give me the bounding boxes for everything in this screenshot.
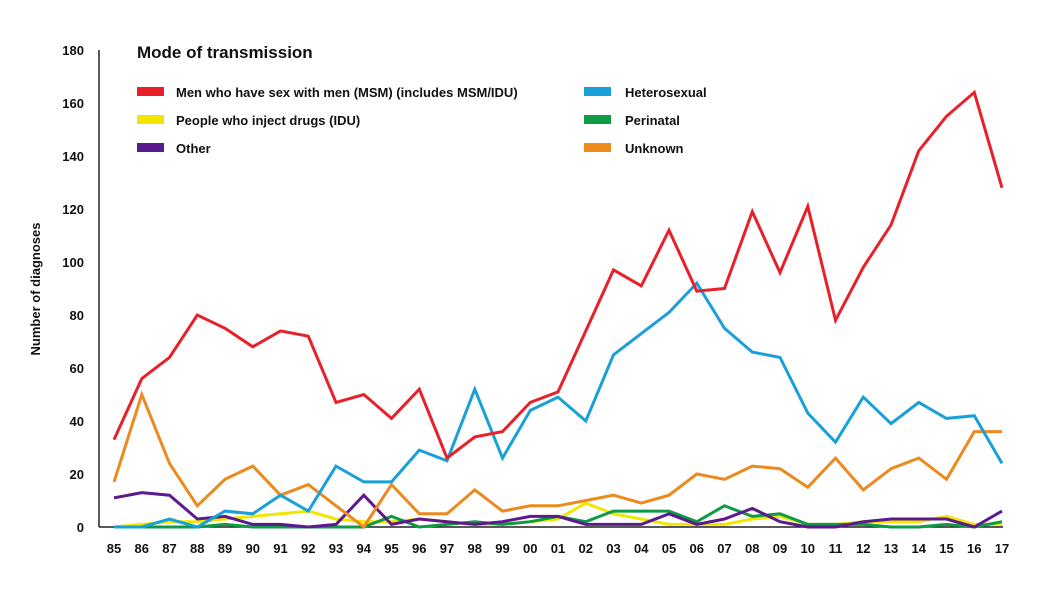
x-tick-label: 91: [273, 541, 287, 556]
x-tick-label: 10: [801, 541, 815, 556]
y-tick-label: 80: [70, 308, 84, 323]
y-tick-label: 160: [62, 96, 84, 111]
y-tick-label: 40: [70, 414, 84, 429]
x-tick-label: 04: [634, 541, 649, 556]
y-tick-label: 140: [62, 149, 84, 164]
y-tick-label: 0: [77, 520, 84, 535]
x-tick-label: 02: [579, 541, 593, 556]
legend-swatch: [137, 143, 164, 152]
x-tick-label: 06: [690, 541, 704, 556]
x-tick-label: 13: [884, 541, 898, 556]
x-tick-label: 92: [301, 541, 315, 556]
x-tick-label: 98: [468, 541, 482, 556]
legend-swatch: [137, 115, 164, 124]
y-axis-label: Number of diagnoses: [28, 223, 43, 356]
chart-title: Mode of transmission: [137, 43, 313, 62]
x-tick-label: 87: [162, 541, 176, 556]
x-tick-label: 96: [412, 541, 426, 556]
x-tick-label: 16: [967, 541, 981, 556]
y-tick-label: 100: [62, 255, 84, 270]
legend-swatch: [137, 87, 164, 96]
x-tick-label: 17: [995, 541, 1009, 556]
x-tick-label: 09: [773, 541, 787, 556]
y-tick-labels: 0 20 40 60 80 100 120 140 160 180: [62, 43, 84, 535]
series-lines: [112, 89, 1004, 530]
series-line-other: [113, 491, 1003, 529]
x-tick-label: 00: [523, 541, 537, 556]
x-tick-label: 94: [357, 541, 372, 556]
x-tick-label: 85: [107, 541, 121, 556]
y-tick-label: 60: [70, 361, 84, 376]
x-tick-label: 15: [939, 541, 953, 556]
legend-label: Perinatal: [625, 113, 680, 128]
y-tick-label: 180: [62, 43, 84, 58]
x-tick-label: 01: [551, 541, 565, 556]
legend-label: Other: [176, 141, 211, 156]
x-tick-label: 88: [190, 541, 204, 556]
legend-swatch: [584, 115, 611, 124]
x-tick-label: 95: [384, 541, 398, 556]
legend-label: Heterosexual: [625, 85, 707, 100]
series-line-heterosexual: [114, 280, 1004, 529]
x-tick-label: 99: [495, 541, 509, 556]
x-tick-label: 90: [246, 541, 260, 556]
x-tick-label: 93: [329, 541, 343, 556]
x-tick-label: 05: [662, 541, 676, 556]
x-tick-label: 03: [606, 541, 620, 556]
x-tick-label: 11: [829, 541, 843, 556]
series-line-men-who-have-sex-with-men-msm-includes-msm-idu: [112, 89, 1004, 461]
legend: Men who have sex with men (MSM) (include…: [137, 85, 707, 156]
x-tick-label: 97: [440, 541, 454, 556]
legend-label: People who inject drugs (IDU): [176, 113, 360, 128]
x-tick-label: 12: [856, 541, 870, 556]
x-tick-label: 14: [912, 541, 927, 556]
legend-swatch: [584, 87, 611, 96]
legend-label: Men who have sex with men (MSM) (include…: [176, 85, 518, 100]
x-tick-label: 07: [717, 541, 731, 556]
x-tick-label: 86: [135, 541, 149, 556]
x-tick-label: 08: [745, 541, 759, 556]
series-line-unknown: [112, 390, 1002, 530]
y-tick-label: 120: [62, 202, 84, 217]
legend-label: Unknown: [625, 141, 684, 156]
legend-swatch: [584, 143, 611, 152]
y-tick-label: 20: [70, 467, 84, 482]
x-tick-labels: 85 86 87 88 89 90 91 92 93 94 95 96 97 98 99 00 01 02 03 04…: [107, 541, 1009, 556]
x-tick-label: 89: [218, 541, 232, 556]
